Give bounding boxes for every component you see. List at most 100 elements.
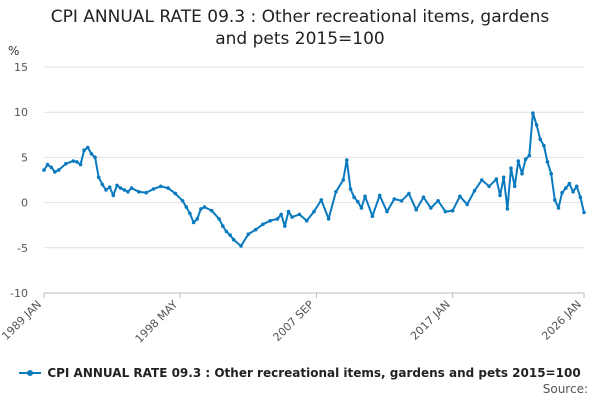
data-point[interactable] [304,218,309,223]
data-point[interactable] [385,209,389,214]
data-point[interactable] [93,155,97,160]
data-point[interactable] [122,188,127,192]
data-point[interactable] [42,168,46,172]
data-point[interactable] [534,123,539,127]
data-point[interactable] [574,184,579,189]
data-point[interactable] [370,214,375,218]
data-point[interactable] [494,177,499,181]
data-point[interactable] [191,220,196,225]
data-point[interactable] [71,159,75,163]
data-point[interactable] [126,190,130,194]
data-point[interactable] [498,193,502,198]
data-point[interactable] [217,217,221,221]
data-point[interactable] [231,237,236,242]
data-point[interactable] [224,229,229,234]
data-point[interactable] [545,160,550,164]
data-point[interactable] [567,181,572,186]
data-point[interactable] [107,185,112,189]
data-point[interactable] [472,189,477,193]
data-point[interactable] [184,205,189,209]
data-point[interactable] [501,175,506,180]
data-point[interactable] [151,187,156,191]
data-point[interactable] [82,148,86,152]
data-point[interactable] [487,184,491,189]
data-point[interactable] [564,186,568,190]
data-point[interactable] [407,191,411,196]
data-point[interactable] [111,193,116,198]
data-point[interactable] [279,212,284,217]
data-point[interactable] [429,206,433,210]
data-point[interactable] [516,159,521,163]
data-point[interactable] [180,199,185,203]
data-point[interactable] [290,215,294,219]
data-point[interactable] [275,217,280,221]
data-point[interactable] [578,195,583,199]
data-point[interactable] [75,160,79,164]
legend[interactable]: CPI ANNUAL RATE 09.3 : Other recreationa… [0,366,600,380]
data-point[interactable] [86,145,90,150]
data-point[interactable] [509,166,513,170]
data-point[interactable] [542,143,546,148]
data-point[interactable] [104,188,108,192]
data-point[interactable] [512,184,517,189]
data-point[interactable] [253,227,258,232]
data-point[interactable] [78,162,83,167]
data-point[interactable] [345,158,349,162]
data-point[interactable] [137,190,141,194]
data-point[interactable] [286,209,291,214]
data-point[interactable] [538,137,542,142]
data-point[interactable] [202,205,207,209]
data-point[interactable] [480,178,484,182]
data-point[interactable] [377,193,382,198]
data-point[interactable] [159,184,163,189]
data-point[interactable] [239,244,243,248]
data-point[interactable] [582,210,586,215]
data-point[interactable] [443,209,448,214]
data-point[interactable] [283,224,287,228]
data-point[interactable] [326,217,331,221]
data-point[interactable] [556,206,561,210]
data-point[interactable] [199,207,203,211]
data-point[interactable] [173,191,178,196]
data-point[interactable] [297,212,302,217]
data-point[interactable] [421,195,426,199]
data-point[interactable] [246,232,251,236]
data-point[interactable] [49,165,54,170]
data-point[interactable] [96,175,101,180]
data-point[interactable] [341,178,346,182]
data-point[interactable] [319,198,324,202]
data-point[interactable] [414,208,419,212]
data-point[interactable] [210,208,214,213]
data-point[interactable] [312,209,316,214]
data-point[interactable] [268,218,273,223]
data-point[interactable] [129,186,134,190]
data-point[interactable] [115,183,119,188]
data-point[interactable] [348,187,353,191]
data-point[interactable] [553,198,557,202]
data-point[interactable] [363,194,367,199]
data-point[interactable] [166,186,170,190]
data-point[interactable] [505,207,510,211]
data-point[interactable] [399,199,404,203]
data-point[interactable] [89,152,94,156]
data-point[interactable] [45,162,50,167]
data-point[interactable] [118,186,123,190]
data-point[interactable] [465,202,470,207]
data-point[interactable] [356,199,360,204]
data-point[interactable] [228,233,232,237]
data-point[interactable] [392,197,397,201]
data-point[interactable] [560,190,564,195]
data-point[interactable] [100,182,105,187]
data-point[interactable] [359,206,364,210]
data-point[interactable] [450,208,455,213]
data-point[interactable] [571,190,575,194]
data-point[interactable] [520,171,524,176]
data-point[interactable] [53,170,57,174]
data-point[interactable] [261,222,265,227]
data-point[interactable] [531,111,535,115]
data-point[interactable] [56,168,61,172]
data-point[interactable] [64,161,68,166]
data-point[interactable] [188,211,192,216]
data-point[interactable] [352,195,356,199]
data-point[interactable] [334,190,338,194]
